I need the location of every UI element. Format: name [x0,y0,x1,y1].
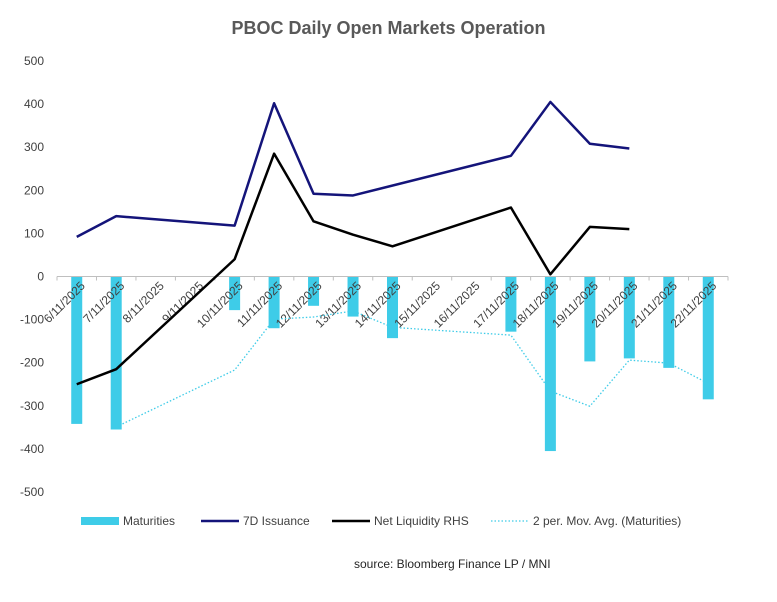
maturities-bar [110,276,122,430]
maturities-bar [268,276,280,329]
maturities-bar [505,276,517,332]
maturities-bar [623,276,635,359]
y-tick-label: 0 [37,270,44,284]
legend-label: 7D Issuance [243,514,310,528]
maturities-bar [71,276,83,424]
maturities-bar [308,276,320,306]
y-tick-label: 200 [24,183,44,197]
y-tick-label: 400 [24,97,44,111]
chart-title: PBOC Daily Open Markets Operation [231,18,546,38]
y-tick-label: 100 [24,226,44,240]
x-tick-label: 8/11/2025 [120,278,167,325]
y-tick-label: -200 [20,356,44,370]
y-tick-label: -500 [20,485,44,499]
maturities-bar [584,276,596,362]
maturities-bar [387,276,398,339]
net-liquidity-line [76,152,630,386]
source-note: source: Bloomberg Finance LP / MNI [354,557,551,571]
maturities-bar [702,276,714,400]
maturities-bar [347,276,359,317]
legend-label: Maturities [123,514,175,528]
maturities-bar [544,276,556,452]
y-tick-label: -400 [20,442,44,456]
y-tick-label: -100 [20,313,44,327]
y-tick-label: 300 [24,140,44,154]
maturities-bar [663,276,675,368]
y-tick-label: -300 [20,399,44,413]
legend-swatch [81,517,119,525]
legend-label: Net Liquidity RHS [374,514,469,528]
legend-label: 2 per. Mov. Avg. (Maturities) [533,514,681,528]
issuance-line [76,100,630,238]
y-tick-label: 500 [24,54,44,68]
maturities-bar [229,276,241,311]
